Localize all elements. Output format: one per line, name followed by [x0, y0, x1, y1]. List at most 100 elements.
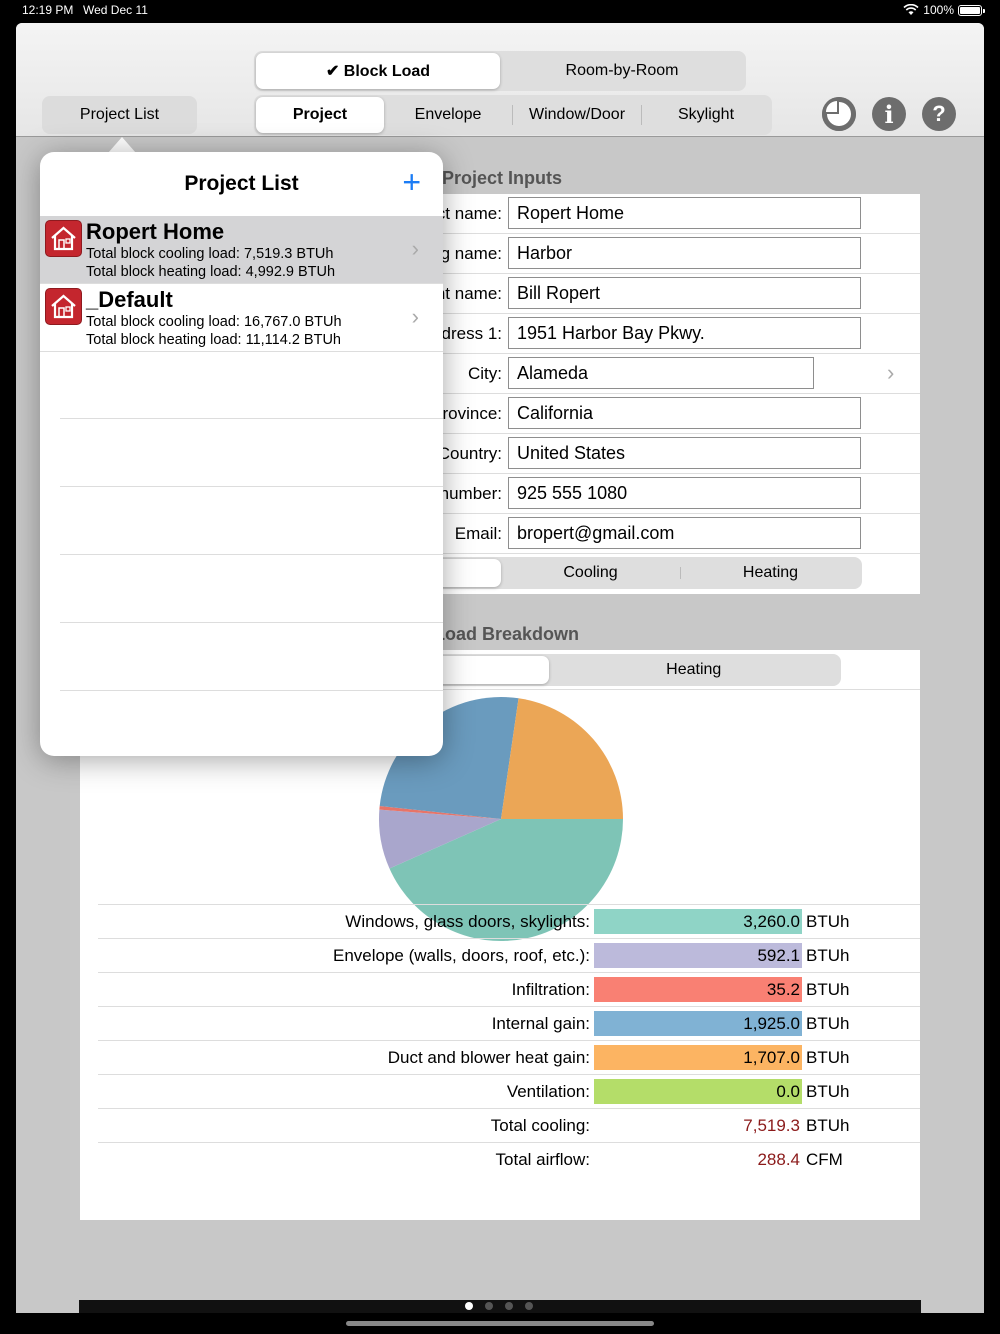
chevron-right-icon[interactable]: ›	[887, 360, 895, 385]
address-1-field[interactable]: 1951 Harbor Bay Pkwy.	[508, 317, 861, 349]
page-indicator[interactable]	[465, 1302, 533, 1310]
info-icon[interactable]: i	[872, 97, 906, 131]
divider	[512, 105, 513, 125]
add-project-button[interactable]: +	[402, 164, 421, 200]
popover-title: Project List	[184, 172, 299, 195]
total-row: Total cooling: 7,519.3 BTUh	[98, 1108, 920, 1142]
house-icon	[45, 220, 82, 257]
seg-cooling[interactable]: Cooling	[563, 564, 618, 581]
total-row: Total airflow: 288.4 CFM	[98, 1142, 920, 1176]
seg-heating[interactable]: Heating	[666, 661, 722, 678]
page-strip	[79, 1300, 921, 1313]
project-name: Ropert Home	[86, 219, 225, 244]
pie-slice-3	[379, 697, 519, 819]
row-unit: BTUh	[806, 1082, 850, 1101]
city-field[interactable]: Alameda	[508, 357, 814, 389]
status-date: Wed Dec 11	[83, 3, 148, 17]
email-field[interactable]: bropert@gmail.com	[508, 517, 861, 549]
battery-percent: 100%	[923, 3, 954, 17]
project-list-button[interactable]: Project List	[42, 96, 197, 134]
chevron-right-icon: ›	[411, 304, 419, 329]
mode-segmented-control: ✔ Block Load Room-by-Room	[254, 51, 746, 91]
row-value-bar: 0.0	[594, 1079, 802, 1104]
country-field[interactable]: United States	[508, 437, 861, 469]
breakdown-row: Ventilation: 0.0 BTUh	[98, 1074, 920, 1108]
row-value-bar: 35.2	[594, 977, 802, 1002]
help-icon[interactable]: ?	[922, 97, 956, 131]
row-unit: BTUh	[806, 912, 850, 931]
divider	[641, 105, 642, 125]
project-cooling-load: Total block cooling load: 16,767.0 BTUh	[86, 314, 342, 330]
wifi-icon	[903, 4, 919, 15]
total-unit: BTUh	[806, 1116, 850, 1135]
breakdown-row: Envelope (walls, doors, roof, etc.): 592.…	[98, 938, 920, 972]
divider	[80, 689, 920, 690]
total-unit: CFM	[806, 1150, 843, 1169]
empty-row-divider	[60, 690, 443, 691]
row-label: Internal gain:	[491, 1014, 590, 1033]
row-unit: BTUh	[806, 946, 850, 965]
breakdown-row: Infiltration: 35.2 BTUh	[98, 972, 920, 1006]
row-unit: BTUh	[806, 1014, 850, 1033]
form-row-city: City: Alameda ›	[80, 354, 920, 394]
phone-number-field[interactable]: 925 555 1080	[508, 477, 861, 509]
client-name-field[interactable]: Bill Ropert	[508, 277, 861, 309]
total-value: 288.4	[757, 1150, 800, 1169]
building-name-field[interactable]: Harbor	[508, 237, 861, 269]
pie-slice-2	[379, 806, 501, 819]
form-row-client-name: Client name: Bill Ropert	[80, 274, 920, 314]
row-label: Duct and blower heat gain:	[387, 1048, 590, 1067]
row-label: Ventilation:	[506, 1082, 590, 1101]
breakdown-row: Internal gain: 1,925.0 BTUh	[98, 1006, 920, 1040]
page-dot	[505, 1302, 513, 1310]
home-indicator	[346, 1321, 654, 1326]
project-name: _Default	[86, 287, 173, 312]
project-inputs-title: Project Inputs	[442, 168, 563, 188]
status-bar: 12:19 PM Wed Dec 11 100%	[0, 0, 1000, 22]
row-unit: BTUh	[806, 980, 850, 999]
project-heating-load: Total block heating load: 4,992.9 BTUh	[86, 264, 336, 280]
tab-block-load[interactable]: ✔ Block Load	[256, 53, 500, 89]
breakdown-row: Windows, glass doors, skylights: 3,260.0 B…	[98, 904, 920, 938]
project-list-popover: Project List + Ropert Home Total block c…	[40, 152, 443, 756]
total-label: Total cooling:	[490, 1116, 590, 1135]
form-row-email: Email: bropert@gmail.com	[80, 514, 920, 554]
page-dot	[525, 1302, 533, 1310]
empty-row-divider	[60, 418, 443, 419]
project-name-field[interactable]: Ropert Home	[508, 197, 861, 229]
total-label: Total airflow:	[495, 1150, 590, 1169]
field-label: Email:	[454, 524, 502, 543]
pie-slice-1	[379, 809, 501, 869]
tab-room-by-room[interactable]: Room-by-Room	[565, 62, 679, 79]
row-value-bar: 3,260.0	[594, 909, 802, 934]
battery-icon	[958, 4, 985, 16]
section-segmented-control: Project Envelope Window/Door Skylight	[254, 95, 772, 135]
empty-row-divider	[60, 486, 443, 487]
state-province-field[interactable]: California	[508, 397, 861, 429]
row-label: Infiltration:	[511, 980, 590, 999]
page-dot	[465, 1302, 473, 1310]
field-label: City:	[468, 364, 502, 383]
status-right: 100%	[903, 3, 985, 17]
empty-row-divider	[60, 554, 443, 555]
status-time: 12:19 PM	[22, 3, 74, 17]
row-value-bar: 592.1	[594, 943, 802, 968]
row-unit: BTUh	[806, 1048, 850, 1067]
project-heating-load: Total block heating load: 11,114.2 BTUh	[86, 332, 341, 348]
pie-slice-0	[389, 819, 623, 941]
row-value-bar: 1,707.0	[594, 1045, 802, 1070]
form-row-country: Country: United States	[80, 434, 920, 474]
pie-chart-icon[interactable]	[822, 97, 856, 131]
tab-envelope[interactable]: Envelope	[414, 106, 482, 123]
pie-slice-4	[501, 698, 623, 819]
toolbar: ✔ Block Load Room-by-Room Project List P…	[16, 23, 984, 137]
seg-heating[interactable]: Heating	[742, 564, 799, 581]
project-list-item-default[interactable]: _Default Total block cooling load: 16,76…	[40, 284, 443, 352]
tab-window-door[interactable]: Window/Door	[528, 106, 626, 123]
breakdown-row: Duct and blower heat gain: 1,707.0 BTUh	[98, 1040, 920, 1074]
cooling-pie-chart	[379, 697, 623, 941]
project-list-item-ropert-home[interactable]: Ropert Home Total block cooling load: 7,…	[40, 216, 443, 284]
tab-skylight[interactable]: Skylight	[677, 106, 735, 123]
tab-project[interactable]: Project	[256, 97, 384, 133]
chevron-right-icon: ›	[411, 236, 419, 261]
